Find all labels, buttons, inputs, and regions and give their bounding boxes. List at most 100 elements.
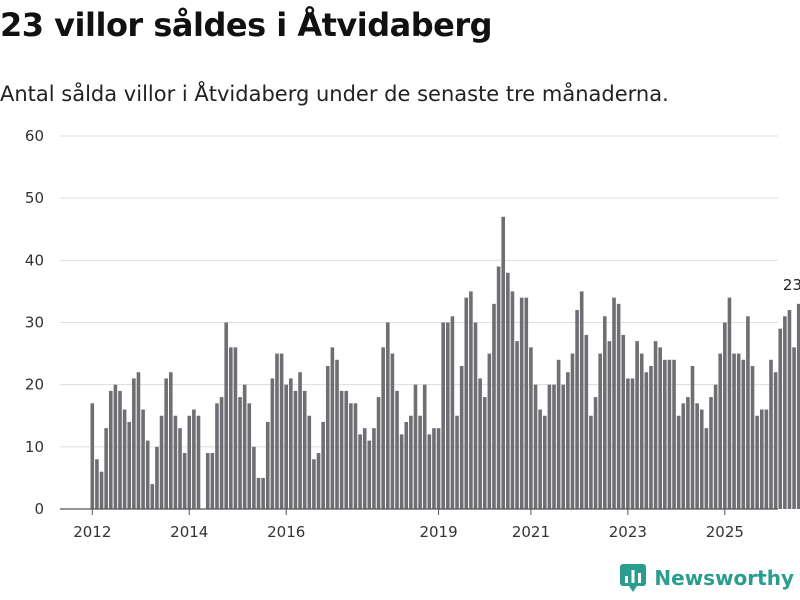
bar [602,316,607,509]
bar [482,397,487,509]
bar [616,303,621,509]
bar [626,378,630,509]
bar [699,409,704,509]
bar [515,341,519,509]
bar [441,322,445,509]
bar [270,378,275,509]
bar [413,384,418,509]
bar [501,216,506,510]
bar [275,353,279,509]
bar [639,353,644,509]
bar [450,316,455,509]
bar [155,446,159,509]
bar [446,322,450,509]
bar [256,477,261,509]
bar [487,353,492,509]
bar [168,372,173,509]
bar [261,477,265,509]
bar [372,428,376,509]
bar [598,353,602,509]
bar [205,453,210,509]
bar [108,390,113,509]
bar [104,428,108,509]
bar [150,484,155,509]
bar [524,297,529,509]
bar [579,291,584,509]
bar [552,384,556,509]
bar [312,459,316,509]
bar [436,428,441,509]
bar [376,397,381,509]
bar [385,322,390,509]
bar [395,390,399,509]
bar [182,453,187,509]
bar [192,409,196,509]
bar [584,334,589,509]
bar [741,359,746,509]
bar [247,403,252,509]
bar [344,390,349,509]
y-tick-label: 40 [25,251,44,269]
bar [173,415,178,509]
bar [99,471,104,509]
bar [164,378,168,509]
bar [159,415,164,509]
bar [404,421,409,509]
y-tick-label: 60 [25,127,44,145]
bar [196,415,201,509]
bar [663,359,667,509]
bar [321,421,325,509]
bar [362,428,367,509]
bar [589,415,593,509]
bar [783,316,787,509]
bar [279,353,284,509]
bar [95,459,99,509]
bar [732,353,736,509]
bar [672,359,676,509]
bar [238,397,242,509]
bar [432,428,436,509]
bar [755,415,759,509]
bar [233,347,238,509]
bar [787,310,792,509]
bar [727,297,732,509]
bar [122,409,127,509]
bar [736,353,741,509]
newsworthy-logo-icon [620,564,647,592]
bar [132,378,136,509]
bar [418,415,422,509]
bar [335,359,339,509]
bar [127,421,132,509]
bar [141,409,145,509]
x-tick-label: 2014 [170,523,208,541]
bar [118,390,122,509]
bar [575,310,579,509]
bar [265,421,270,509]
bar [298,372,302,509]
bar [695,403,699,509]
bar [769,359,773,509]
bar [455,415,459,509]
bar [219,397,224,509]
bar [136,372,141,509]
bar [325,366,330,509]
x-tick-label: 2012 [73,523,111,541]
bar [399,434,404,509]
bar [686,397,690,509]
bar [242,384,247,509]
x-tick-label: 2021 [512,523,550,541]
x-tick-label: 2025 [706,523,744,541]
bar [390,353,395,509]
chart-title: 23 villor såldes i Åtvidaberg [0,6,493,44]
y-tick-label: 10 [25,438,44,456]
bar [178,428,182,509]
bar [570,353,575,509]
x-tick-label: 2016 [267,523,305,541]
y-tick-label: 0 [34,500,44,518]
bar [496,266,501,509]
bar [653,341,658,509]
bar [723,322,727,509]
bar [704,428,709,509]
bar [667,359,672,509]
bar-layer [90,216,800,510]
